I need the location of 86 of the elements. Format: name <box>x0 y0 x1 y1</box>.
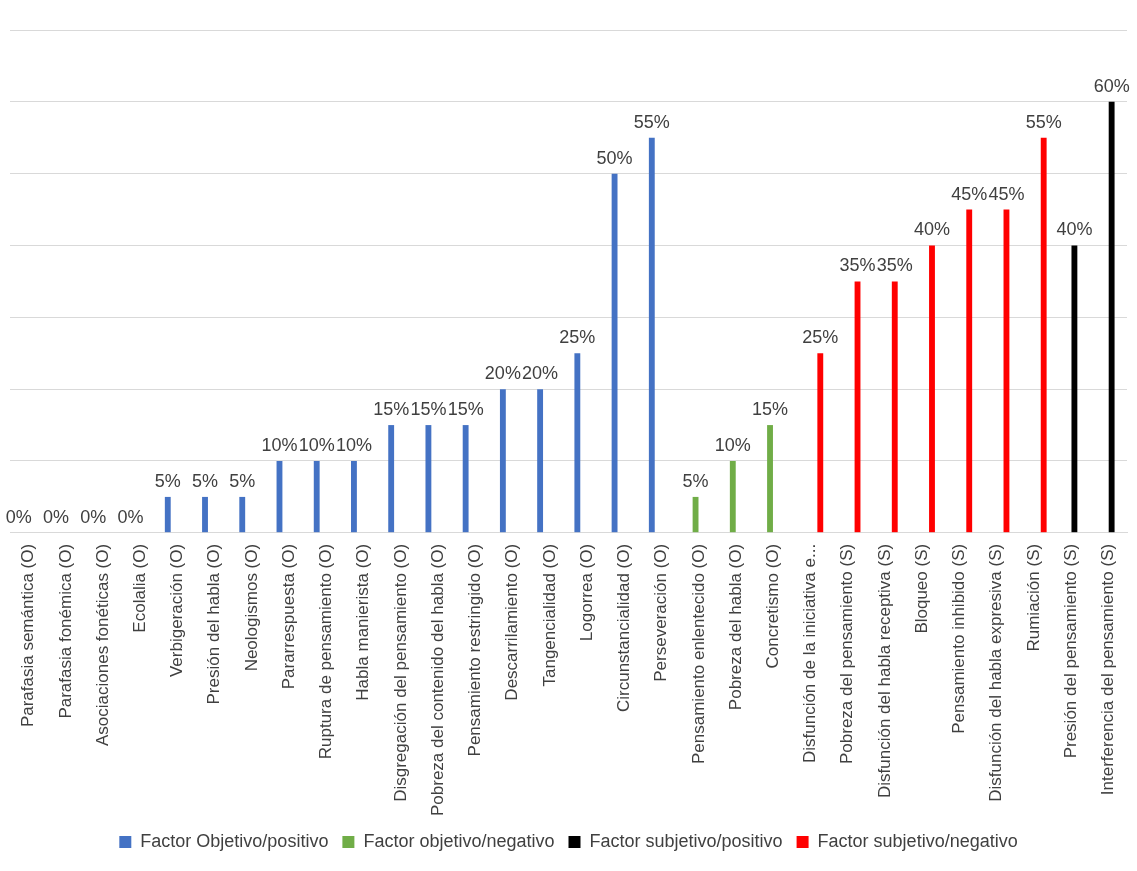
x-tick-label: Pensamiento inhibido (S) <box>949 543 969 734</box>
bar <box>313 460 320 533</box>
legend-label: Factor subjetivo/positivo <box>589 830 783 851</box>
bar <box>817 353 824 533</box>
data-label: 5% <box>192 470 219 491</box>
x-tick-label: Interferencia del pensamiento (S) <box>1098 543 1118 796</box>
data-label: 40% <box>1056 219 1093 240</box>
x-tick-label: Bloqueo (S) <box>911 543 931 634</box>
bar <box>929 245 935 533</box>
x-tick-label: Descarrilamiento (O) <box>502 543 522 701</box>
x-tick-label: Parafasia fonémica (O) <box>55 543 75 719</box>
data-label: 0% <box>5 506 32 527</box>
bar <box>462 425 469 533</box>
x-tick-label: Disfunción de la iniciativa e... <box>800 543 820 764</box>
bar <box>388 425 395 533</box>
x-tick-label: Tangencialidad (O) <box>539 543 559 687</box>
x-tick-label: Rumiación (S) <box>1023 543 1043 652</box>
data-label: 10% <box>261 434 298 455</box>
data-label: 15% <box>752 399 789 420</box>
bar <box>611 173 618 533</box>
x-tick-label: Ruptura de pensamiento (O) <box>316 543 336 760</box>
data-label: 45% <box>951 183 988 204</box>
bar <box>767 425 773 533</box>
data-label: 55% <box>1025 111 1062 132</box>
x-tick-label: Pensamiento enlentecido (O) <box>688 543 708 765</box>
legend-label: Factor subjetivo/negativo <box>817 830 1018 851</box>
x-tick-label: Presión del pensamiento (S) <box>1060 543 1080 759</box>
x-tick-label: Neologismos (O) <box>241 543 261 672</box>
data-label: 15% <box>373 399 410 420</box>
bar <box>891 281 898 533</box>
x-tick-label: Concretismo (O) <box>762 543 782 669</box>
data-label: 20% <box>522 363 559 384</box>
x-tick-label: Disgregación del pensamiento (O) <box>390 543 410 802</box>
bar <box>1071 245 1078 533</box>
data-label: 50% <box>596 147 633 168</box>
data-label: 25% <box>802 327 839 348</box>
data-label: 5% <box>682 470 709 491</box>
bar <box>1108 101 1115 533</box>
x-tick-label: Perseveración (O) <box>651 543 671 682</box>
data-label: 10% <box>714 434 751 455</box>
data-label: 10% <box>298 434 335 455</box>
bar <box>1040 137 1047 533</box>
data-label: 35% <box>876 255 913 276</box>
data-label: 40% <box>913 219 951 240</box>
x-tick-label: Circunstancialidad (O) <box>614 543 634 713</box>
x-tick-label: Pararrespuesta (O) <box>278 543 298 690</box>
x-tick-label: Verbigeración (O) <box>167 543 187 678</box>
data-label: 0% <box>117 506 144 527</box>
legend-label: Factor Objetivo/positivo <box>140 830 329 851</box>
data-label: 5% <box>229 470 256 491</box>
data-label: 15% <box>410 399 447 420</box>
data-label: 0% <box>80 506 107 527</box>
bar <box>729 460 736 533</box>
x-tick-label: Habla manierista (O) <box>353 543 373 701</box>
x-tick-label: Pensamiento restringido (O) <box>465 543 485 757</box>
x-tick-label: Pobreza del contenido del habla (O) <box>427 543 447 817</box>
bar <box>648 137 655 533</box>
bar <box>239 496 246 533</box>
x-tick-label: Parafasia semántica (O) <box>18 543 38 728</box>
x-tick-label: Logorrea (O) <box>576 543 596 642</box>
bar <box>202 496 208 533</box>
x-tick-label: Ecolalia (O) <box>130 543 149 633</box>
bar <box>537 389 544 533</box>
x-tick-label: Pobreza del pensamiento (S) <box>837 543 857 765</box>
data-label: 35% <box>839 255 876 276</box>
x-tick-label: Disfunción del habla receptiva (S) <box>874 543 894 799</box>
data-label: 0% <box>43 506 70 527</box>
bar <box>574 353 581 533</box>
bar <box>499 389 506 533</box>
bar <box>966 209 973 533</box>
x-tick-label: Asociaciones fonéticas (O) <box>92 543 112 747</box>
data-label: 45% <box>988 183 1025 204</box>
data-label: 10% <box>335 434 372 455</box>
data-label: 55% <box>633 111 670 132</box>
bar <box>351 460 357 533</box>
x-tick-label: Disfunción del habla expresiva (S) <box>986 543 1006 802</box>
bar <box>164 496 171 533</box>
data-label: 15% <box>447 399 484 420</box>
x-tick-label: Presión del habla (O) <box>204 543 224 705</box>
data-label: 5% <box>154 470 181 491</box>
legend-label: Factor objetivo/negativo <box>363 830 555 851</box>
data-label: 20% <box>484 363 521 384</box>
x-tick-label: Pobreza del habla (O) <box>725 543 745 711</box>
data-label: 25% <box>559 327 596 348</box>
bar <box>425 425 432 533</box>
data-label: 60% <box>1093 75 1130 96</box>
